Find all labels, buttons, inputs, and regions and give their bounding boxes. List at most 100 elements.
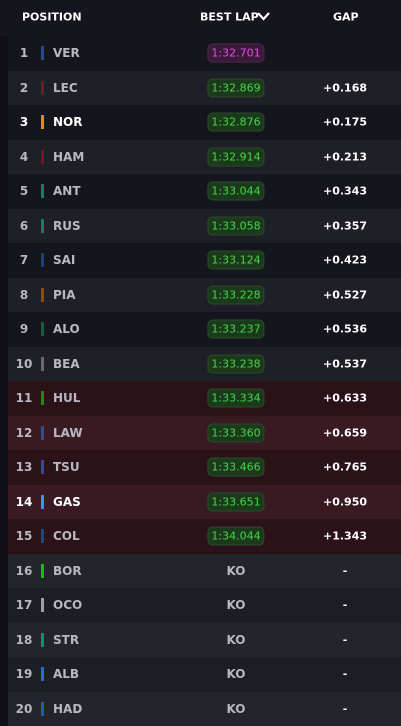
best-lap: 1:33.466 bbox=[207, 457, 265, 477]
driver-code: COL bbox=[53, 529, 80, 544]
team-color-bar bbox=[41, 425, 44, 440]
best-lap: KO bbox=[226, 701, 246, 716]
driver-row[interactable]: 9 ALO 1:33.237 +0.536 bbox=[8, 312, 401, 347]
driver-row[interactable]: 4 HAM 1:32.914 +0.213 bbox=[8, 139, 401, 174]
position: 7 bbox=[19, 253, 29, 268]
best-lap: 1:33.124 bbox=[207, 250, 265, 270]
driver-code: GAS bbox=[53, 494, 81, 509]
driver-row[interactable]: 18 STR KO - bbox=[8, 622, 401, 657]
position: 4 bbox=[19, 149, 29, 164]
best-lap: 1:33.360 bbox=[207, 423, 265, 443]
driver-code: ALB bbox=[53, 667, 80, 682]
gap: +0.765 bbox=[322, 460, 368, 474]
driver-code: ANT bbox=[53, 184, 81, 199]
team-color-bar bbox=[41, 46, 44, 61]
team-color-bar bbox=[41, 287, 44, 302]
position: 18 bbox=[15, 632, 33, 647]
driver-row[interactable]: 15 COL 1:34.044 +1.343 bbox=[8, 519, 401, 554]
driver-row[interactable]: 1 VER 1:32.701 bbox=[8, 36, 401, 71]
sort-chevron[interactable] bbox=[257, 12, 270, 21]
gap: +0.357 bbox=[322, 219, 368, 233]
position: 9 bbox=[19, 322, 29, 337]
driver-row[interactable]: 6 RUS 1:33.058 +0.357 bbox=[8, 208, 401, 243]
driver-code: RUS bbox=[53, 218, 81, 233]
driver-row[interactable]: 7 SAI 1:33.124 +0.423 bbox=[8, 243, 401, 278]
team-color-bar bbox=[41, 701, 44, 716]
driver-code: LEC bbox=[53, 80, 78, 95]
best-lap: 1:34.044 bbox=[207, 526, 265, 546]
gap: +0.950 bbox=[322, 495, 368, 509]
gap: - bbox=[342, 598, 348, 612]
team-color-bar bbox=[41, 253, 44, 268]
driver-row[interactable]: 3 NOR 1:32.876 +0.175 bbox=[8, 105, 401, 140]
driver-row[interactable]: 2 LEC 1:32.869 +0.168 bbox=[8, 70, 401, 105]
driver-row[interactable]: 19 ALB KO - bbox=[8, 657, 401, 692]
driver-code: STR bbox=[53, 632, 80, 647]
driver-row[interactable]: 20 HAD KO - bbox=[8, 691, 401, 726]
best-lap-header[interactable]: BEST LAP bbox=[200, 10, 259, 24]
driver-code: SAI bbox=[53, 253, 76, 268]
gap: - bbox=[342, 667, 348, 681]
team-color-bar bbox=[41, 632, 44, 647]
driver-code: HAD bbox=[53, 701, 83, 716]
position: 15 bbox=[15, 529, 33, 544]
position: 19 bbox=[15, 667, 33, 682]
position: 5 bbox=[19, 184, 29, 199]
position: 1 bbox=[19, 46, 29, 61]
driver-row[interactable]: 16 BOR KO - bbox=[8, 553, 401, 588]
gap: +0.527 bbox=[322, 288, 368, 302]
best-lap: KO bbox=[226, 632, 246, 647]
best-lap: 1:32.876 bbox=[207, 112, 265, 132]
best-lap: KO bbox=[226, 667, 246, 682]
team-color-bar bbox=[41, 80, 44, 95]
gap: - bbox=[342, 564, 348, 578]
best-lap: 1:33.651 bbox=[207, 492, 265, 512]
position: 11 bbox=[15, 391, 33, 406]
driver-row[interactable]: 11 HUL 1:33.334 +0.633 bbox=[8, 381, 401, 416]
best-lap: KO bbox=[226, 598, 246, 613]
driver-row[interactable]: 8 PIA 1:33.228 +0.527 bbox=[8, 277, 401, 312]
position: 17 bbox=[15, 598, 33, 613]
driver-row[interactable]: 12 LAW 1:33.360 +0.659 bbox=[8, 415, 401, 450]
driver-code: LAW bbox=[53, 425, 83, 440]
best-lap: 1:33.237 bbox=[207, 319, 265, 339]
driver-code: PIA bbox=[53, 287, 76, 302]
driver-row[interactable]: 10 BEA 1:33.238 +0.537 bbox=[8, 346, 401, 381]
position: 13 bbox=[15, 460, 33, 475]
gap: +0.536 bbox=[322, 322, 368, 336]
position: 16 bbox=[15, 563, 33, 578]
gap-header: GAP bbox=[333, 10, 359, 24]
gap: +0.175 bbox=[322, 115, 368, 129]
team-color-bar bbox=[41, 322, 44, 337]
gap: +0.343 bbox=[322, 184, 368, 198]
gap: +0.537 bbox=[322, 357, 368, 371]
driver-code: TSU bbox=[53, 460, 80, 475]
team-color-bar bbox=[41, 391, 44, 406]
driver-row[interactable]: 13 TSU 1:33.466 +0.765 bbox=[8, 450, 401, 485]
position: 14 bbox=[15, 494, 33, 509]
team-color-bar bbox=[41, 494, 44, 509]
gap: +0.633 bbox=[322, 391, 368, 405]
gap: - bbox=[342, 702, 348, 716]
position: 10 bbox=[15, 356, 33, 371]
best-lap: 1:32.869 bbox=[207, 78, 265, 98]
driver-row[interactable]: 14 GAS 1:33.651 +0.950 bbox=[8, 484, 401, 519]
position: 12 bbox=[15, 425, 33, 440]
gap: +0.659 bbox=[322, 426, 368, 440]
driver-row[interactable]: 5 ANT 1:33.044 +0.343 bbox=[8, 174, 401, 209]
team-color-bar bbox=[41, 149, 44, 164]
driver-code: HUL bbox=[53, 391, 81, 406]
table-header: POSITION BEST LAP GAP bbox=[0, 0, 401, 36]
position-header: POSITION bbox=[22, 10, 82, 24]
team-color-bar bbox=[41, 529, 44, 544]
best-lap: 1:32.914 bbox=[207, 147, 265, 167]
position: 2 bbox=[19, 80, 29, 95]
team-color-bar bbox=[41, 667, 44, 682]
driver-row[interactable]: 17 OCO KO - bbox=[8, 588, 401, 623]
team-color-bar bbox=[41, 356, 44, 371]
team-color-bar bbox=[41, 460, 44, 475]
position: 6 bbox=[19, 218, 29, 233]
gap: +0.213 bbox=[322, 150, 368, 164]
team-color-bar bbox=[41, 115, 44, 130]
